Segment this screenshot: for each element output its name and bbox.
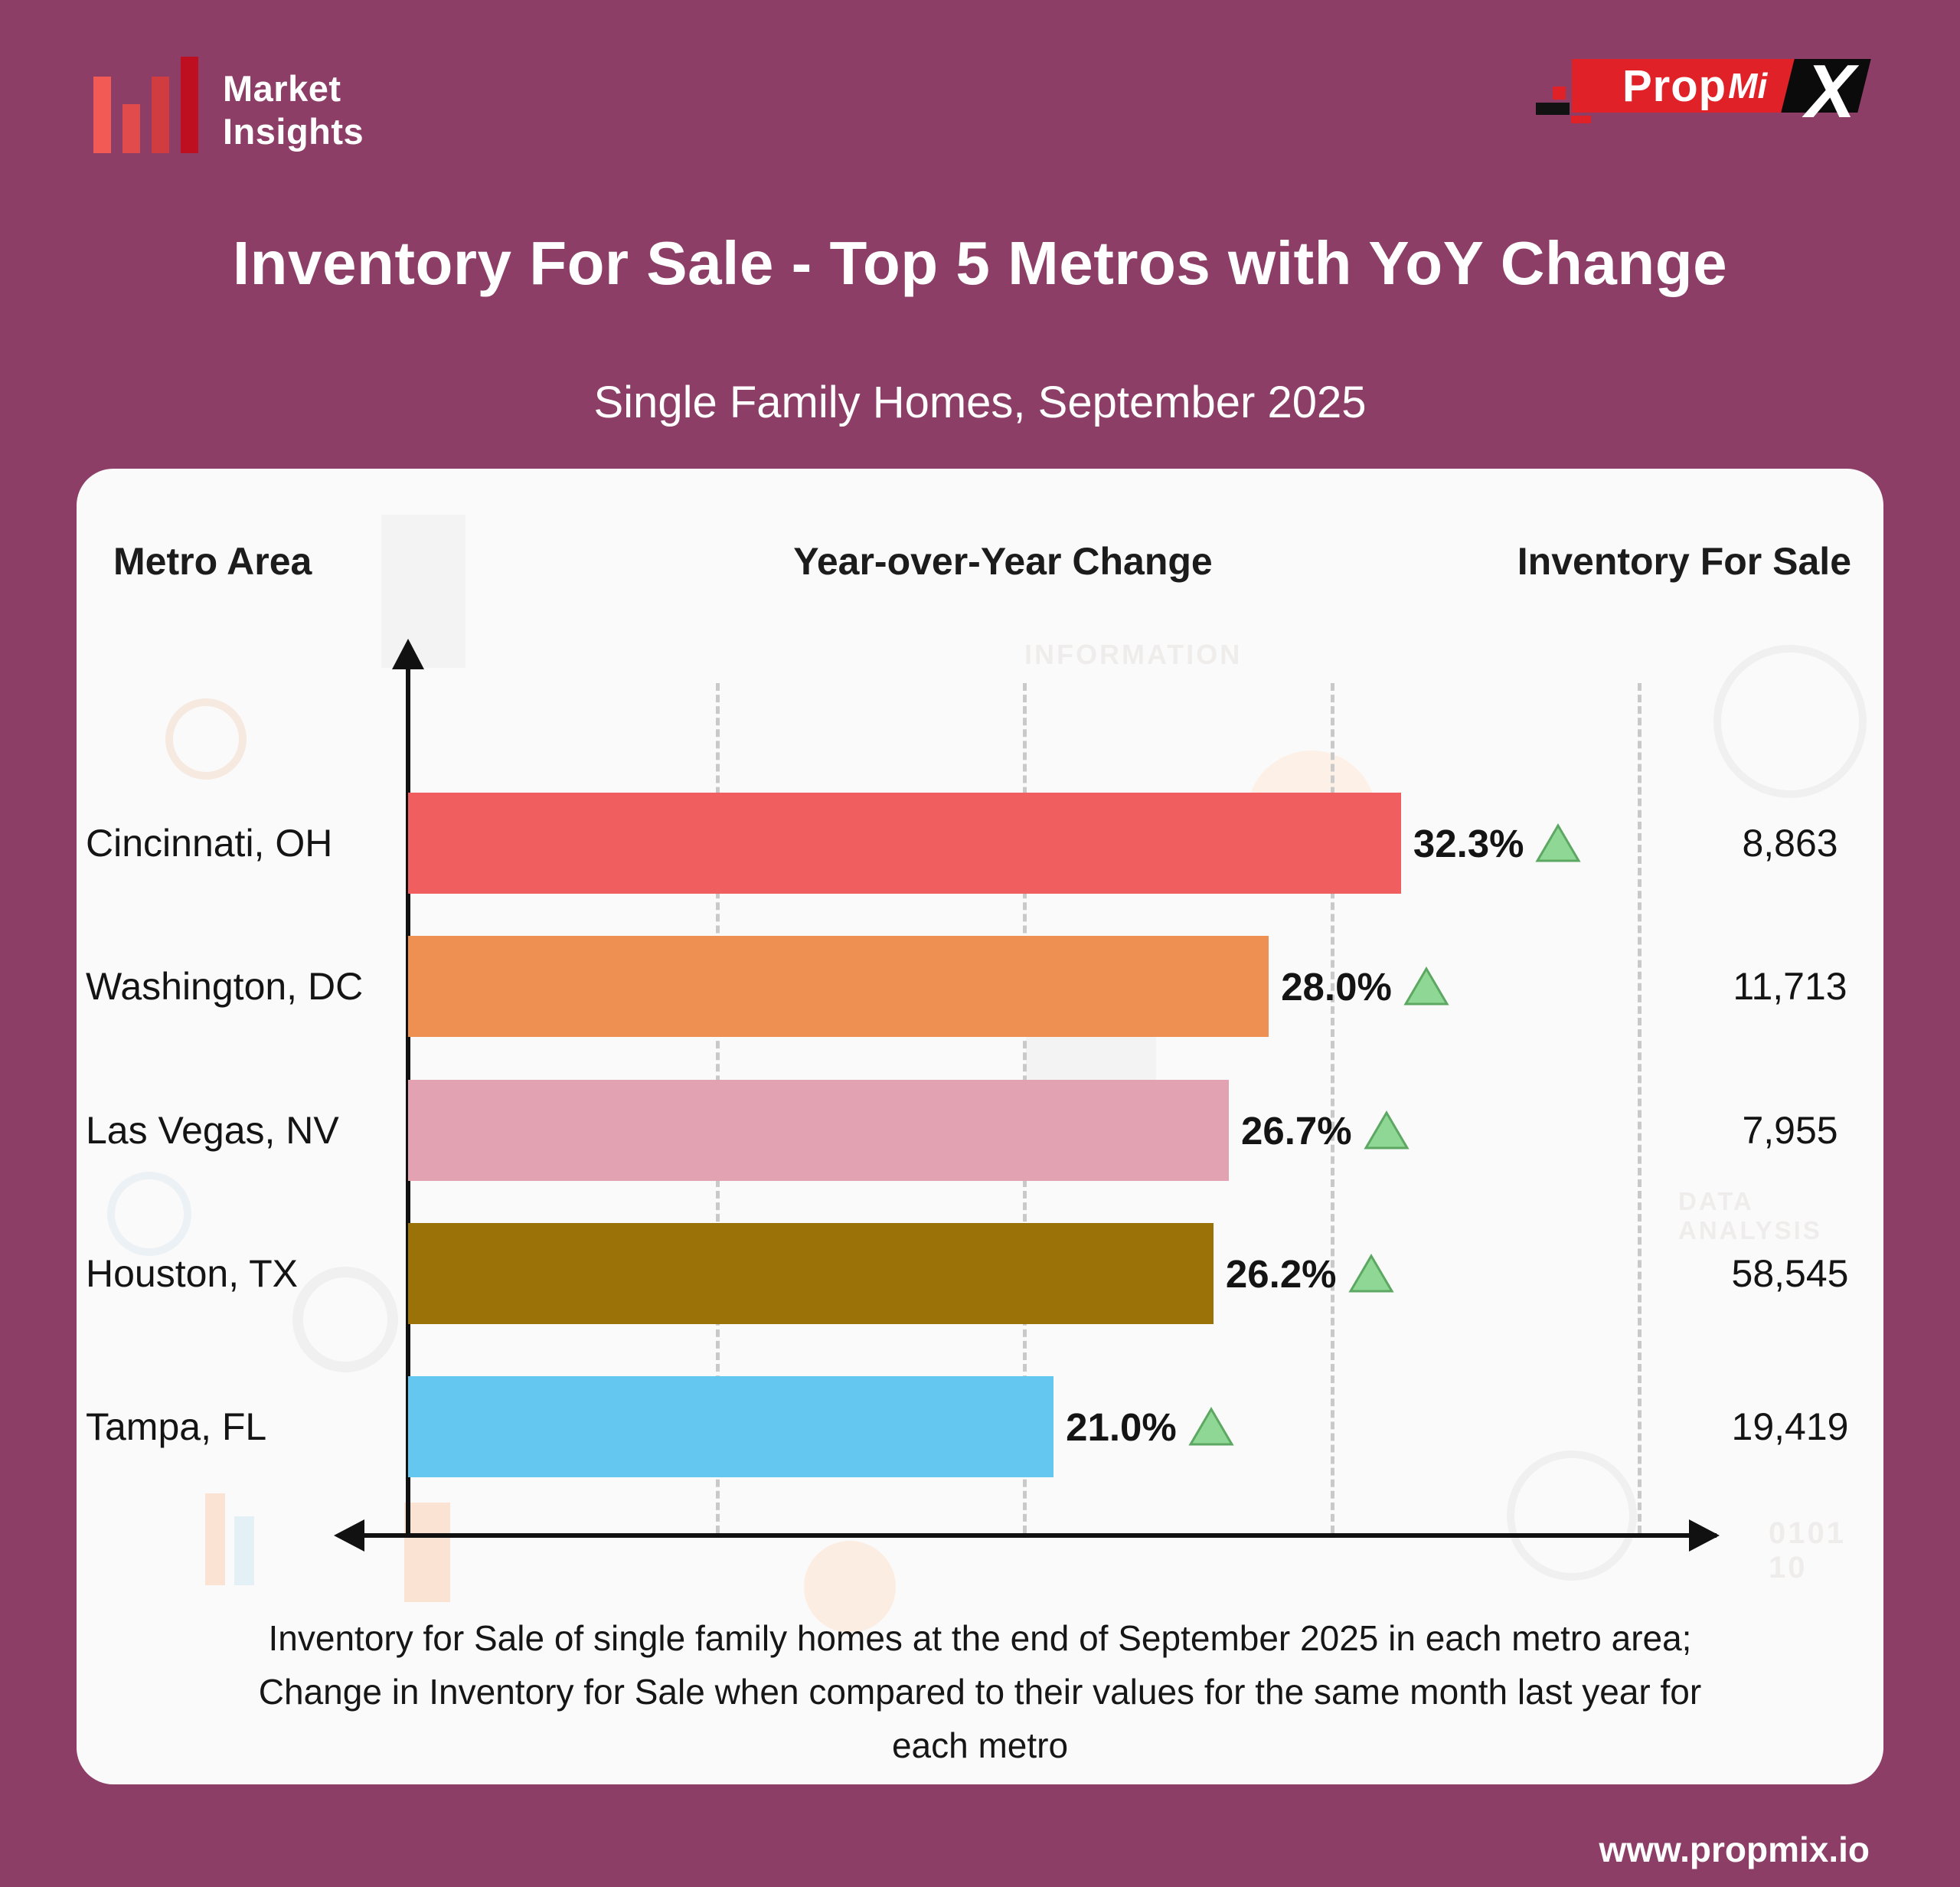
yoy-value: 26.7% <box>1241 1108 1352 1153</box>
logo-bar-3 <box>152 77 169 153</box>
footer-website-link[interactable]: www.propmix.io <box>1599 1830 1870 1869</box>
inventory-value: 58,545 <box>1731 1252 1849 1295</box>
yoy-bar <box>408 1376 1054 1477</box>
yoy-value-group: 26.7% <box>1241 1080 1410 1181</box>
logo-line-1: Market <box>223 68 341 109</box>
trend-up-icon <box>1363 1110 1410 1151</box>
column-header-inventory: Inventory For Sale <box>1517 540 1851 583</box>
chart-row: Tampa, FL 21.0% 19,419 <box>77 1376 1883 1477</box>
trend-up-icon <box>1534 822 1582 864</box>
y-axis-arrow-icon <box>392 639 424 669</box>
gridline-40pct <box>1638 683 1642 1533</box>
propmix-mi-text: Mi <box>1728 66 1768 106</box>
trend-up-icon <box>1403 966 1450 1007</box>
page-subtitle: Single Family Homes, September 2025 <box>593 378 1367 427</box>
chart-row: Houston, TX 26.2% 58,545 <box>77 1223 1883 1324</box>
column-header-metro: Metro Area <box>113 540 312 583</box>
bar-chart-icon <box>93 57 198 153</box>
chart-caption: Inventory for Sale of single family home… <box>176 1611 1784 1772</box>
x-axis-right-arrow-icon <box>1689 1519 1720 1552</box>
chart-card: INFORMATION DATA ANALYSIS 0101 10 Metro … <box>77 469 1883 1784</box>
chart-row: Cincinnati, OH 32.3% 8,863 <box>77 793 1883 894</box>
propmix-decor-square-red <box>1553 87 1566 100</box>
propmix-decor-bar-black <box>1536 103 1570 115</box>
logo-bar-4 <box>181 57 198 153</box>
column-header-yoy: Year-over-Year Change <box>793 540 1213 583</box>
yoy-value: 26.2% <box>1225 1251 1337 1296</box>
inventory-value: 19,419 <box>1731 1405 1849 1448</box>
market-insights-logo: Market Insights <box>93 57 364 153</box>
logo-line-2: Insights <box>223 111 364 152</box>
chart-row: Washington, DC 28.0% 11,713 <box>77 936 1883 1037</box>
market-insights-wordmark: Market Insights <box>223 67 364 153</box>
x-axis-line <box>361 1533 1717 1538</box>
yoy-value: 28.0% <box>1281 964 1392 1009</box>
inventory-value: 8,863 <box>1742 822 1838 865</box>
propmix-decor-square-red-small <box>1571 116 1591 123</box>
metro-label: Tampa, FL <box>86 1405 267 1448</box>
propmix-wordmark: Prop Mi <box>1622 59 1767 113</box>
bar-chart-plot: Cincinnati, OH 32.3% 8,863 Washington, D… <box>77 469 1883 1784</box>
yoy-value-group: 21.0% <box>1066 1376 1235 1477</box>
propmix-red-banner: Prop Mi X <box>1572 49 1871 133</box>
chart-row: Las Vegas, NV 26.7% 7,955 <box>77 1080 1883 1181</box>
yoy-bar <box>408 936 1269 1037</box>
caption-line-3: each metro <box>891 1725 1069 1765</box>
propmix-logo: Prop Mi X <box>1536 49 1873 133</box>
caption-line-1: Inventory for Sale of single family home… <box>268 1618 1692 1658</box>
propmix-x-text: X <box>1805 49 1856 133</box>
metro-label: Cincinnati, OH <box>86 822 333 865</box>
metro-label: Washington, DC <box>86 965 364 1008</box>
metro-label: Las Vegas, NV <box>86 1109 339 1152</box>
inventory-value: 7,955 <box>1742 1109 1838 1152</box>
yoy-value-group: 32.3% <box>1413 793 1583 894</box>
trend-up-icon <box>1187 1406 1235 1447</box>
inventory-value: 11,713 <box>1733 965 1847 1008</box>
x-axis-left-arrow-icon <box>334 1519 364 1552</box>
logo-bar-1 <box>93 77 111 153</box>
trend-up-icon <box>1348 1253 1395 1294</box>
metro-label: Houston, TX <box>86 1252 299 1295</box>
yoy-bar <box>408 793 1401 894</box>
yoy-value: 32.3% <box>1413 821 1524 865</box>
gridline-30pct <box>1330 683 1334 1533</box>
yoy-value-group: 26.2% <box>1226 1223 1395 1324</box>
caption-line-2: Change in Inventory for Sale when compar… <box>258 1672 1702 1712</box>
logo-bar-2 <box>122 104 140 153</box>
yoy-value: 21.0% <box>1066 1405 1177 1449</box>
yoy-bar <box>408 1080 1229 1181</box>
propmix-prop-text: Prop <box>1622 61 1727 111</box>
yoy-value-group: 28.0% <box>1281 936 1450 1037</box>
yoy-bar <box>408 1223 1214 1324</box>
page-title: Inventory For Sale - Top 5 Metros with Y… <box>232 229 1728 297</box>
